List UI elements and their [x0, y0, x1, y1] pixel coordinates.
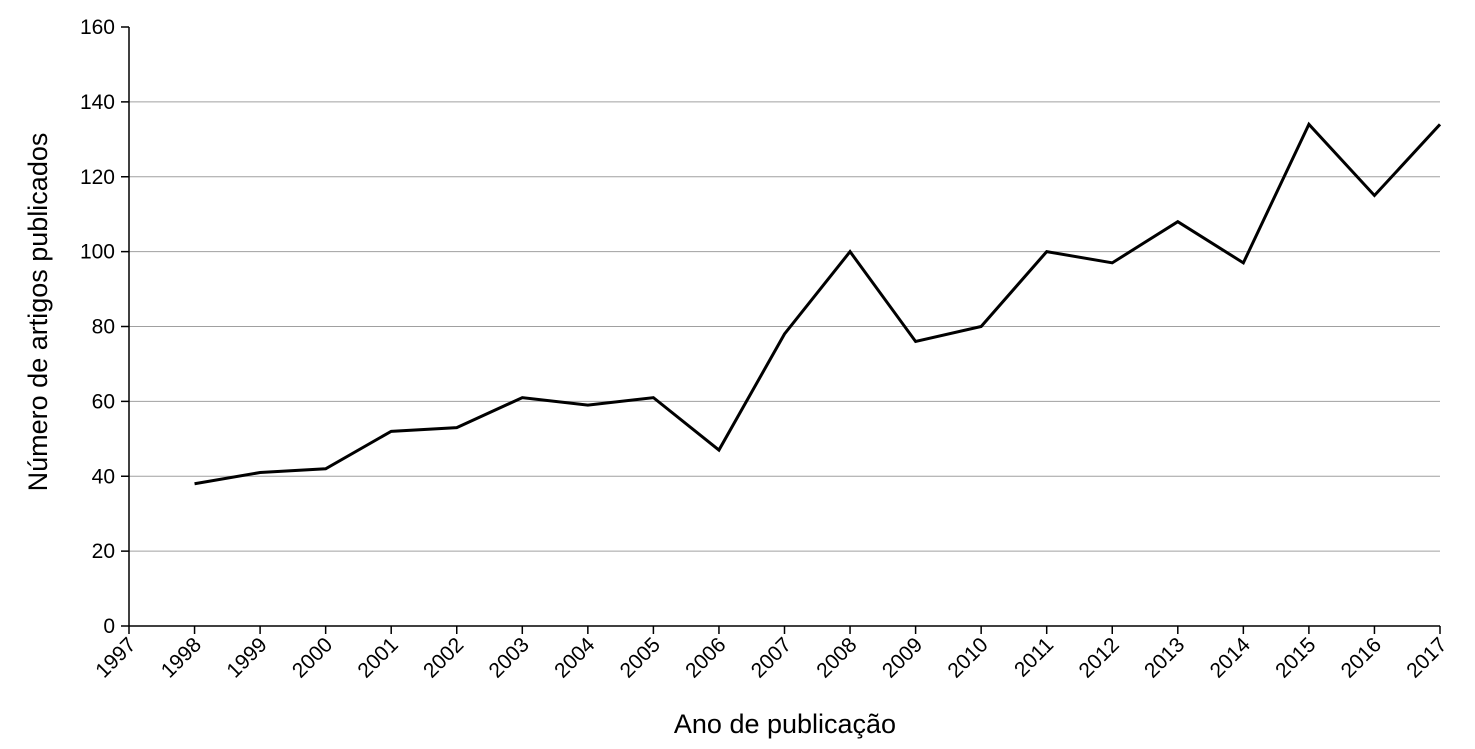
y-tick-label: 100 — [80, 241, 115, 264]
y-axis-title: Número de artigos publicados — [23, 133, 53, 492]
x-tick-label: 2009 — [878, 633, 927, 682]
x-tick-label: 1999 — [222, 633, 271, 682]
x-tick-label: 2015 — [1271, 633, 1320, 682]
x-tick-label: 2017 — [1402, 633, 1451, 682]
y-tick-label: 0 — [103, 615, 115, 638]
x-tick-label: 2013 — [1140, 633, 1189, 682]
y-tick-label: 120 — [80, 166, 115, 189]
x-tick-label: 2006 — [681, 633, 730, 682]
y-tick-label: 60 — [92, 390, 115, 413]
y-tick-label: 80 — [92, 316, 115, 339]
x-tick-label: 2005 — [616, 633, 665, 682]
x-tick-label: 2001 — [353, 633, 402, 682]
x-tick-label: 2008 — [812, 633, 861, 682]
y-tick-label: 20 — [92, 540, 115, 563]
x-tick-label: 2014 — [1206, 633, 1256, 683]
x-tick-label: 2003 — [485, 633, 534, 682]
y-tick-label: 160 — [80, 16, 115, 39]
x-tick-label: 2010 — [943, 633, 992, 682]
x-tick-label: 2012 — [1074, 633, 1123, 682]
data-line — [194, 121, 1442, 486]
x-tick-label: 2016 — [1337, 633, 1386, 682]
x-tick-label: 1998 — [157, 633, 206, 682]
x-tick-label: 2007 — [747, 633, 796, 682]
x-tick-label: 1997 — [91, 633, 140, 682]
x-tick-label: 2002 — [419, 633, 468, 682]
x-tick-label: 2011 — [1010, 633, 1058, 681]
x-axis-title: Ano de publicação — [674, 709, 896, 739]
y-tick-label: 40 — [92, 465, 115, 488]
y-tick-label: 140 — [80, 91, 115, 114]
x-tick-label: 2004 — [550, 633, 600, 683]
x-tick-label: 2000 — [288, 633, 337, 682]
